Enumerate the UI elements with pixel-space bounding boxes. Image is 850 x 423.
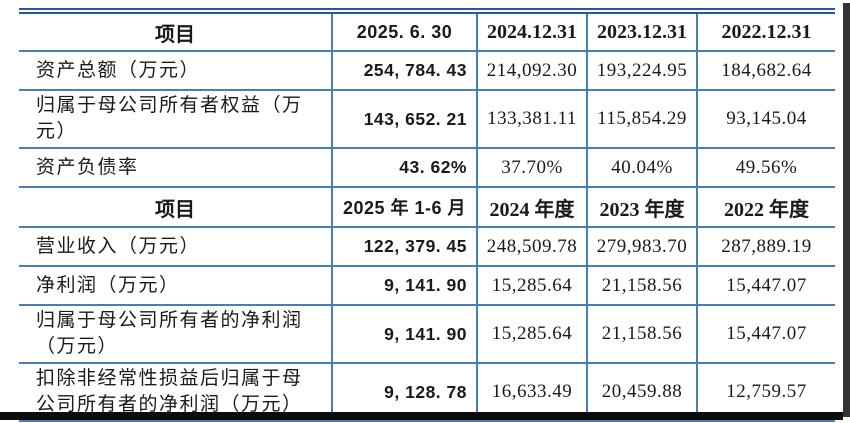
value-cell: 21,158.56 xyxy=(586,305,697,364)
table-row-debt-ratio: 资产负债率 43. 62% 37.70% 40.04% 49.56% xyxy=(19,148,835,188)
value-cell: 115,854.29 xyxy=(586,90,697,149)
row-label-cell: 归属于母公司所有者的净利润（万元） xyxy=(19,305,332,364)
row-label-cell: 归属于母公司所有者权益（万元） xyxy=(19,90,332,149)
table-row-total-assets: 资产总额（万元） 254, 784. 43 214,092.30 193,224… xyxy=(19,51,835,91)
top-rule-line xyxy=(19,12,835,14)
value-cell: 15,285.64 xyxy=(476,305,587,364)
table-row-net-profit: 净利润（万元） 9, 141. 90 15,285.64 21,158.56 1… xyxy=(19,266,835,306)
value-cell: 184,682.64 xyxy=(696,51,835,91)
header-item-label: 项目 xyxy=(19,187,332,228)
value-cell: 21,158.56 xyxy=(586,266,697,306)
value-cell: 9, 141. 90 xyxy=(331,305,477,364)
table-header-row-balance: 项目 2025. 6. 30 2024.12.31 2023.12.31 202… xyxy=(19,14,835,52)
table-row-parent-net-profit: 归属于母公司所有者的净利润（万元） 9, 141. 90 15,285.64 2… xyxy=(19,305,835,364)
header-col-2022-12-31: 2022.12.31 xyxy=(696,14,835,52)
row-label-cell: 资产总额（万元） xyxy=(19,51,332,91)
value-cell: 287,889.19 xyxy=(696,227,835,267)
value-cell: 15,447.07 xyxy=(696,305,835,364)
value-cell: 93,145.04 xyxy=(696,90,835,149)
top-rule-line xyxy=(19,8,835,10)
value-cell: 15,447.07 xyxy=(696,266,835,306)
header-col-2023-year: 2023 年度 xyxy=(586,187,697,228)
value-cell: 279,983.70 xyxy=(586,227,697,267)
table-header-row-income: 项目 2025 年 1-6 月 2024 年度 2023 年度 2022 年度 xyxy=(19,187,835,228)
value-cell: 40.04% xyxy=(586,148,697,188)
value-cell: 248,509.78 xyxy=(476,227,587,267)
table-top-double-rule xyxy=(19,8,835,14)
row-label-cell: 营业收入（万元） xyxy=(19,227,332,267)
value-cell: 254, 784. 43 xyxy=(331,51,477,91)
value-cell: 9, 141. 90 xyxy=(331,266,477,306)
value-cell: 15,285.64 xyxy=(476,266,587,306)
right-edge-dark-strip xyxy=(843,3,850,417)
value-cell: 214,092.30 xyxy=(476,51,587,91)
header-col-2024-12-31: 2024.12.31 xyxy=(476,14,587,52)
value-cell: 143, 652. 21 xyxy=(331,90,477,149)
header-col-2024-year: 2024 年度 xyxy=(476,187,587,228)
value-cell: 133,381.11 xyxy=(476,90,587,149)
bottom-black-bar xyxy=(0,412,843,420)
value-cell: 193,224.95 xyxy=(586,51,697,91)
table-row-parent-equity: 归属于母公司所有者权益（万元） 143, 652. 21 133,381.11 … xyxy=(19,90,835,149)
table-row-revenue: 营业收入（万元） 122, 379. 45 248,509.78 279,983… xyxy=(19,227,835,267)
value-cell: 122, 379. 45 xyxy=(331,227,477,267)
header-col-2022-year: 2022 年度 xyxy=(696,187,835,228)
value-cell: 43. 62% xyxy=(331,148,477,188)
row-label-cell: 资产负债率 xyxy=(19,148,332,188)
value-cell: 49.56% xyxy=(696,148,835,188)
row-label-cell: 净利润（万元） xyxy=(19,266,332,306)
header-item-label: 项目 xyxy=(19,14,332,52)
financial-summary-table: 项目 2025. 6. 30 2024.12.31 2023.12.31 202… xyxy=(19,14,835,422)
header-col-2025-h1: 2025 年 1-6 月 xyxy=(331,187,477,228)
header-col-2023-12-31: 2023.12.31 xyxy=(586,14,697,52)
header-col-2025-06-30: 2025. 6. 30 xyxy=(331,14,477,52)
value-cell: 37.70% xyxy=(476,148,587,188)
